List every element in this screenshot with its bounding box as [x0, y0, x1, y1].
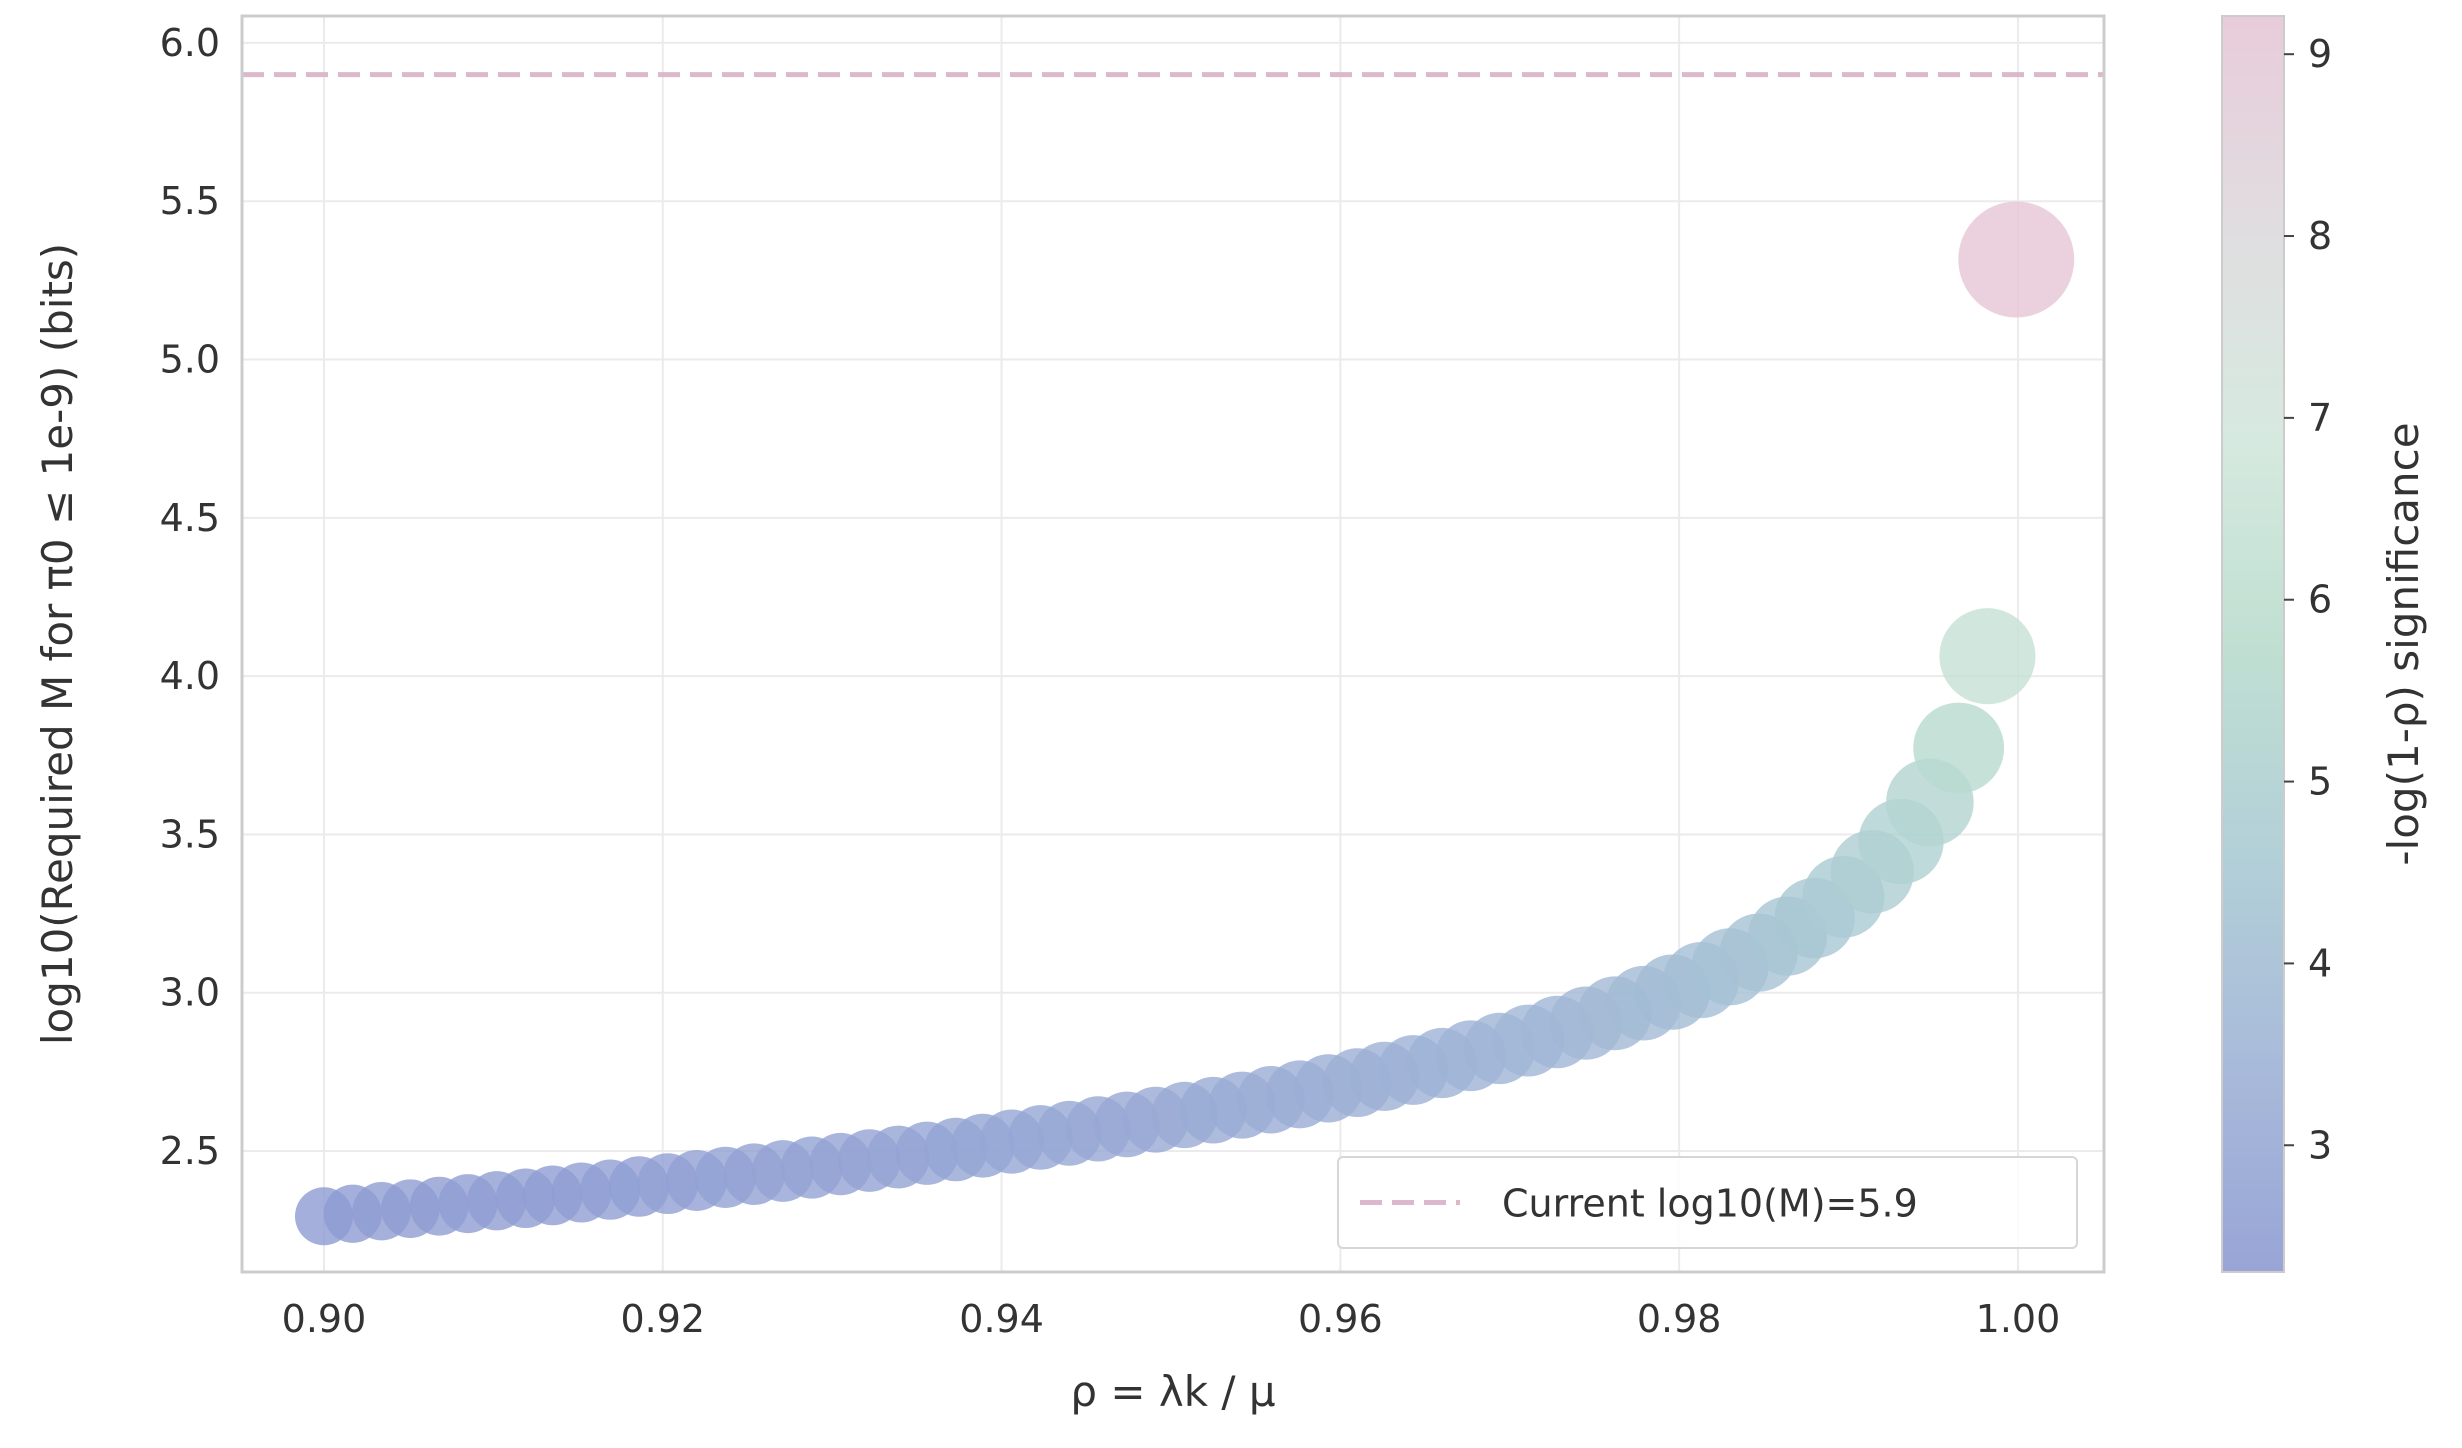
x-tick-label: 0.96 — [1298, 1297, 1383, 1341]
x-axis-label: ρ = λk / μ — [1070, 1367, 1275, 1416]
legend-box — [1337, 1156, 2078, 1249]
colorbar-tick-label: 4 — [2308, 941, 2332, 985]
colorbar-tick-label: 3 — [2308, 1123, 2332, 1167]
y-tick-label: 3.5 — [160, 812, 220, 856]
colorbar-tick-label: 7 — [2308, 396, 2332, 440]
colorbar-label: -log(1-ρ) significance — [2379, 422, 2428, 865]
plot-background — [242, 16, 2104, 1272]
point — [1913, 702, 2005, 794]
legend-label: Current log10(M)=5.9 — [1502, 1182, 1918, 1226]
colorbar-tick-label: 5 — [2308, 760, 2332, 804]
point — [1939, 608, 2036, 705]
y-tick-label: 5.5 — [160, 179, 220, 223]
y-tick-label: 4.5 — [160, 496, 220, 540]
x-tick-label: 0.90 — [282, 1297, 367, 1341]
y-tick-label: 6.0 — [160, 21, 220, 65]
colorbar — [2221, 15, 2285, 1273]
colorbar-tick-label: 8 — [2308, 214, 2332, 258]
y-tick-label: 3.0 — [160, 971, 220, 1015]
x-tick-label: 0.92 — [620, 1297, 705, 1341]
plot-frame — [240, 14, 2106, 1274]
x-tick-label: 0.98 — [1637, 1297, 1722, 1341]
colorbar-tick-label: 9 — [2308, 32, 2332, 76]
y-tick-label: 2.5 — [160, 1129, 220, 1173]
colorbar-tick-label: 6 — [2308, 578, 2332, 622]
y-tick-label: 4.0 — [160, 654, 220, 698]
y-tick-label: 5.0 — [160, 338, 220, 382]
point — [1958, 201, 2075, 318]
x-tick-label: 0.94 — [959, 1297, 1044, 1341]
x-tick-label: 1.00 — [1976, 1297, 2061, 1341]
y-axis-label: log10(Required M for π0 ≤ 1e-9) (bits) — [33, 243, 82, 1045]
